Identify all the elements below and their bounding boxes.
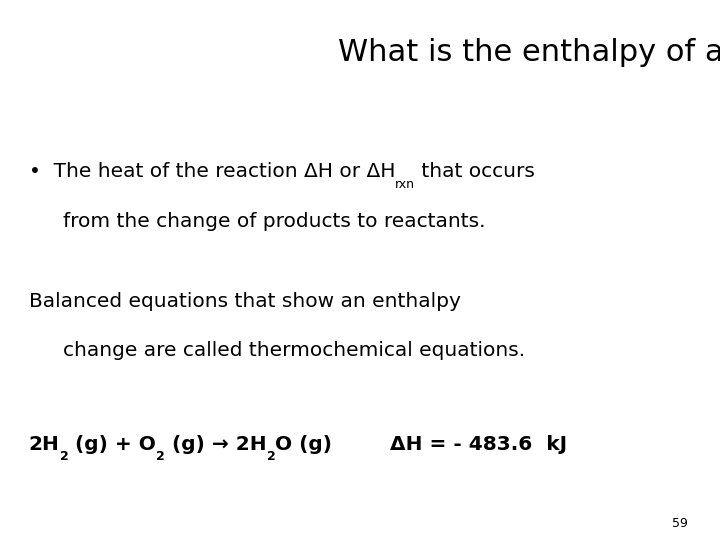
Text: ΔH = - 483.6  kJ: ΔH = - 483.6 kJ: [390, 435, 567, 454]
Text: rxn: rxn: [395, 178, 415, 191]
Text: O (g): O (g): [276, 435, 333, 454]
Text: (g) → 2H: (g) → 2H: [165, 435, 266, 454]
Text: What is the enthalpy of a rxn?: What is the enthalpy of a rxn?: [338, 38, 720, 67]
Text: 2: 2: [156, 450, 165, 463]
Text: from the change of products to reactants.: from the change of products to reactants…: [63, 212, 486, 231]
Text: (g) + O: (g) + O: [68, 435, 156, 454]
Text: 2: 2: [60, 450, 68, 463]
Text: change are called thermochemical equations.: change are called thermochemical equatio…: [63, 341, 526, 360]
Text: 59: 59: [672, 517, 688, 530]
Text: that occurs: that occurs: [415, 162, 535, 181]
Text: 2: 2: [266, 450, 276, 463]
Text: 2H: 2H: [29, 435, 60, 454]
Text: •  The heat of the reaction ΔH or ΔH: • The heat of the reaction ΔH or ΔH: [29, 162, 395, 181]
Text: Balanced equations that show an enthalpy: Balanced equations that show an enthalpy: [29, 292, 461, 310]
